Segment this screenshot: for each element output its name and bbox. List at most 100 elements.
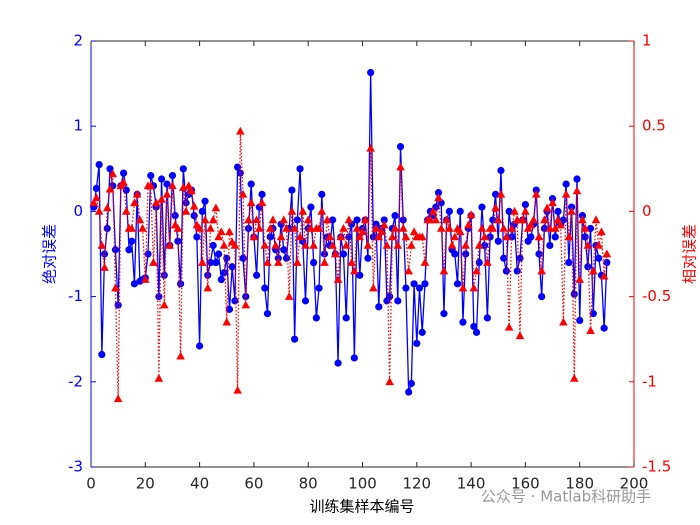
point-marker xyxy=(548,198,557,207)
point-marker xyxy=(331,249,340,258)
point-marker xyxy=(578,215,587,224)
point-marker xyxy=(333,275,343,283)
point-marker xyxy=(193,233,201,241)
y-tick-label: 1 xyxy=(73,117,83,135)
point-marker xyxy=(421,280,429,288)
point-marker xyxy=(426,215,435,224)
point-marker xyxy=(301,240,310,249)
point-marker xyxy=(222,317,232,326)
point-marker xyxy=(434,189,443,197)
x-tick-label: 200 xyxy=(620,475,649,493)
point-marker xyxy=(290,223,299,232)
point-marker xyxy=(200,215,210,224)
point-marker xyxy=(464,220,473,229)
point-marker xyxy=(507,223,517,232)
point-marker xyxy=(310,258,318,267)
point-marker xyxy=(540,215,549,224)
point-marker xyxy=(208,215,218,224)
point-marker xyxy=(315,284,323,292)
y-tick-label: -2 xyxy=(68,372,83,390)
point-marker xyxy=(341,240,351,249)
point-marker xyxy=(407,379,415,388)
point-marker xyxy=(597,227,606,236)
point-marker xyxy=(374,232,384,241)
point-marker xyxy=(550,223,560,232)
point-marker xyxy=(493,215,503,224)
point-marker xyxy=(576,316,584,325)
point-marker xyxy=(404,266,413,275)
point-marker xyxy=(132,189,142,198)
point-marker xyxy=(379,220,389,229)
point-marker xyxy=(298,206,308,215)
point-marker xyxy=(371,223,381,232)
point-marker xyxy=(154,373,164,382)
point-marker xyxy=(176,351,185,360)
point-marker xyxy=(393,240,403,249)
point-marker xyxy=(255,223,264,232)
point-marker xyxy=(447,240,457,249)
point-marker xyxy=(472,328,481,336)
point-marker xyxy=(94,206,104,215)
point-marker xyxy=(442,215,451,224)
point-marker xyxy=(339,223,348,232)
point-marker xyxy=(119,169,128,177)
point-marker xyxy=(171,212,179,220)
point-marker xyxy=(301,297,310,305)
point-marker xyxy=(556,220,565,229)
point-marker xyxy=(353,216,361,224)
point-marker xyxy=(600,324,608,332)
point-marker xyxy=(306,223,316,232)
point-marker xyxy=(257,198,267,207)
point-marker xyxy=(591,215,601,224)
point-marker xyxy=(106,165,114,173)
point-marker xyxy=(529,215,538,224)
point-marker xyxy=(352,223,362,232)
point-marker xyxy=(537,266,546,275)
point-marker xyxy=(380,216,388,224)
point-marker xyxy=(231,297,239,305)
point-marker xyxy=(203,283,213,292)
point-marker xyxy=(602,249,612,258)
point-marker xyxy=(483,314,491,322)
point-marker xyxy=(497,166,505,175)
point-marker xyxy=(215,250,223,258)
x-axis-label: 训练集样本编号 xyxy=(309,498,414,516)
point-marker xyxy=(284,292,294,300)
y-tick-label: -1 xyxy=(68,287,83,305)
point-marker xyxy=(329,216,337,224)
point-marker xyxy=(187,186,196,195)
point-marker xyxy=(385,377,394,386)
point-marker xyxy=(402,284,410,292)
point-marker xyxy=(293,258,302,266)
point-marker xyxy=(458,283,468,292)
point-marker xyxy=(92,184,101,192)
point-marker xyxy=(111,283,120,292)
point-marker xyxy=(538,293,546,301)
x-tick-label: 120 xyxy=(402,475,431,493)
point-marker xyxy=(287,206,297,215)
point-marker xyxy=(211,203,221,212)
point-marker xyxy=(176,280,185,288)
point-marker xyxy=(127,223,137,232)
point-marker xyxy=(190,212,198,220)
point-marker xyxy=(478,203,486,211)
point-marker xyxy=(594,240,604,249)
y2-tick-label: -0.5 xyxy=(642,287,671,305)
point-marker xyxy=(282,254,291,262)
y-tick-label: 2 xyxy=(73,32,83,50)
point-marker xyxy=(445,207,453,215)
point-marker xyxy=(288,186,296,194)
point-marker xyxy=(521,200,530,209)
point-marker xyxy=(350,266,359,275)
point-marker xyxy=(147,172,155,180)
point-marker xyxy=(130,198,139,207)
point-marker xyxy=(398,223,408,232)
point-marker xyxy=(217,275,225,284)
point-marker xyxy=(358,227,367,236)
point-marker xyxy=(206,223,215,232)
point-marker xyxy=(157,175,166,183)
point-marker xyxy=(518,215,527,224)
point-marker xyxy=(102,203,112,212)
point-marker xyxy=(391,212,399,220)
point-marker xyxy=(334,359,342,367)
